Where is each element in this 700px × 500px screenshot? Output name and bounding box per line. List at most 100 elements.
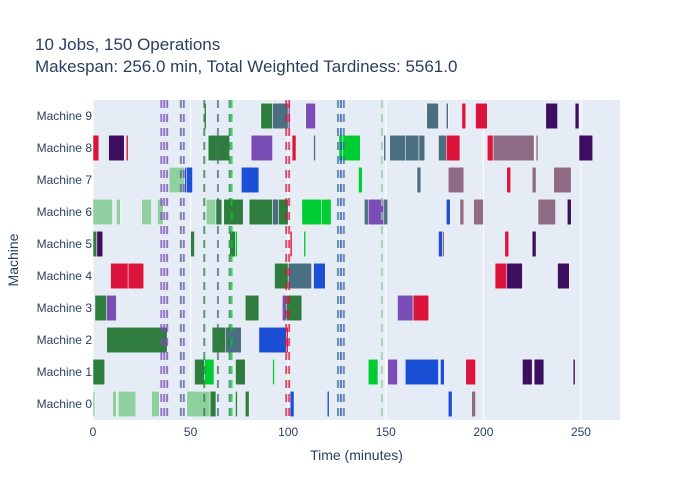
task-bar[interactable] (260, 102, 273, 130)
task-bar[interactable] (447, 166, 465, 194)
task-bar[interactable] (342, 134, 361, 162)
task-bar[interactable] (209, 390, 217, 418)
task-bar[interactable] (397, 294, 414, 322)
task-bar[interactable] (533, 358, 545, 386)
task-bar[interactable] (151, 390, 160, 418)
task-bar[interactable] (578, 134, 593, 162)
task-bar[interactable] (506, 262, 523, 290)
task-bar[interactable] (475, 102, 488, 130)
task-bar[interactable] (204, 358, 215, 386)
task-bar[interactable] (272, 358, 275, 386)
task-bar[interactable] (110, 262, 129, 290)
task-bar[interactable] (522, 358, 533, 386)
task-bar[interactable] (186, 166, 193, 194)
task-bar[interactable] (438, 230, 443, 258)
task-bar[interactable] (303, 230, 307, 258)
task-bar[interactable] (96, 230, 104, 258)
task-bar[interactable] (125, 134, 129, 162)
task-bar[interactable] (459, 198, 465, 226)
task-bar[interactable] (301, 198, 322, 226)
task-bar[interactable] (244, 294, 260, 322)
task-bar[interactable] (112, 390, 117, 418)
task-bar[interactable] (118, 390, 137, 418)
task-bar[interactable] (168, 166, 185, 194)
task-bar[interactable] (545, 102, 558, 130)
task-bar[interactable] (405, 134, 420, 162)
task-bar[interactable] (235, 230, 238, 258)
task-bar[interactable] (313, 134, 316, 162)
task-bar[interactable] (461, 102, 467, 130)
task-bar[interactable] (492, 134, 535, 162)
task-bar[interactable] (94, 294, 107, 322)
task-bar[interactable] (358, 166, 363, 194)
task-bar[interactable] (289, 230, 293, 258)
task-bar[interactable] (535, 134, 539, 162)
task-bar[interactable] (184, 166, 187, 194)
task-bar[interactable] (235, 358, 246, 386)
task-bar[interactable] (367, 358, 379, 386)
task-bar[interactable] (447, 390, 453, 418)
task-bar[interactable] (471, 390, 476, 418)
task-bar[interactable] (442, 230, 445, 258)
task-bar[interactable] (574, 102, 580, 130)
task-bar[interactable] (446, 134, 461, 162)
task-bar[interactable] (92, 358, 105, 386)
task-bar[interactable] (473, 198, 484, 226)
task-bar[interactable] (92, 198, 113, 226)
task-bar[interactable] (553, 166, 572, 194)
task-bar[interactable] (446, 198, 451, 226)
task-bar[interactable] (504, 230, 509, 258)
task-bar[interactable] (127, 262, 144, 290)
task-bar[interactable] (190, 230, 195, 258)
task-bar[interactable] (287, 262, 312, 290)
task-bar[interactable] (405, 358, 439, 386)
task-bar[interactable] (106, 326, 168, 354)
task-bar[interactable] (258, 326, 287, 354)
task-bar[interactable] (537, 198, 556, 226)
task-bar[interactable] (186, 390, 211, 418)
task-bar[interactable] (223, 198, 244, 226)
task-bar[interactable] (557, 262, 570, 290)
task-bar[interactable] (108, 134, 125, 162)
task-bar[interactable] (418, 134, 426, 162)
task-bar[interactable] (205, 198, 217, 226)
task-bar[interactable] (291, 134, 297, 162)
task-bar[interactable] (241, 166, 260, 194)
task-bar[interactable] (446, 102, 449, 130)
task-bar[interactable] (92, 230, 98, 258)
task-bar[interactable] (305, 102, 316, 130)
task-bar[interactable] (313, 262, 326, 290)
task-bar[interactable] (194, 358, 205, 386)
task-bar[interactable] (531, 166, 537, 194)
task-bar[interactable] (248, 198, 273, 226)
task-bar[interactable] (506, 166, 511, 194)
task-bar[interactable] (487, 134, 494, 162)
task-bar[interactable] (244, 390, 250, 418)
task-bar[interactable] (289, 390, 295, 418)
task-bar[interactable] (387, 358, 398, 386)
task-bar[interactable] (141, 198, 152, 226)
task-bar[interactable] (494, 262, 508, 290)
task-bar[interactable] (416, 166, 422, 194)
task-bar[interactable] (389, 134, 406, 162)
task-bar[interactable] (116, 198, 121, 226)
task-bar[interactable] (250, 134, 273, 162)
task-bar[interactable] (92, 134, 100, 162)
task-bar[interactable] (438, 134, 447, 162)
task-bar[interactable] (321, 198, 332, 226)
task-bar[interactable] (412, 294, 429, 322)
task-bar[interactable] (364, 198, 369, 226)
task-bar[interactable] (92, 390, 96, 418)
task-bar[interactable] (225, 326, 242, 354)
task-bar[interactable] (106, 294, 117, 322)
task-bar[interactable] (465, 358, 476, 386)
task-bar[interactable] (426, 102, 439, 130)
task-bar[interactable] (567, 198, 572, 226)
task-bar[interactable] (531, 230, 537, 258)
task-bar[interactable] (383, 134, 387, 162)
task-bar[interactable] (440, 358, 445, 386)
task-bar[interactable] (383, 198, 388, 226)
task-bar[interactable] (572, 358, 576, 386)
task-bar[interactable] (235, 390, 238, 418)
task-bar[interactable] (326, 390, 330, 418)
